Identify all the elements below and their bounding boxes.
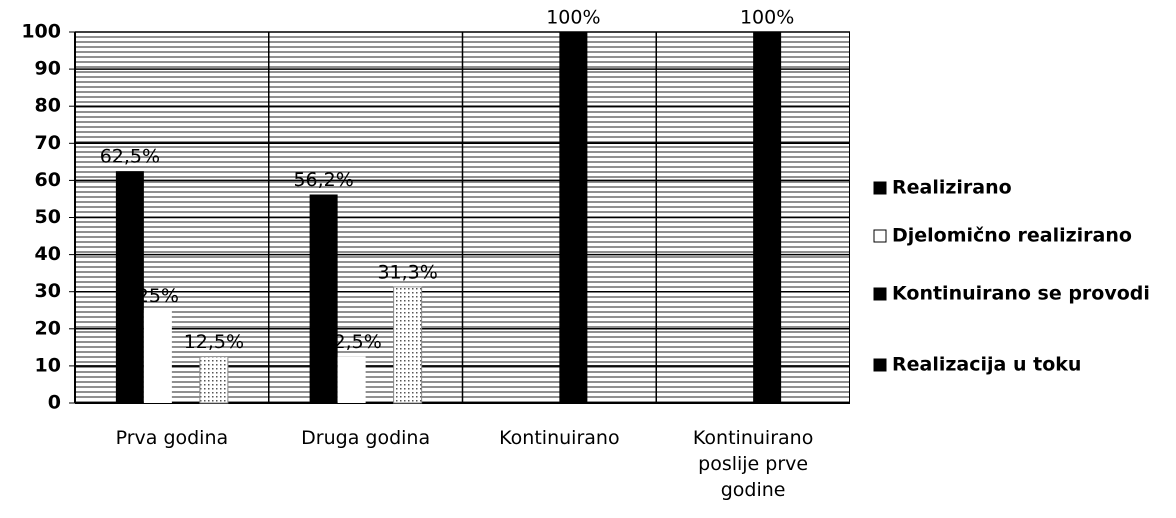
data-label: 56,2% — [293, 169, 353, 191]
y-tick-label: 100 — [21, 21, 61, 43]
bar — [559, 32, 588, 403]
y-tick-label: 70 — [35, 132, 61, 154]
legend-label: Realizirano — [892, 177, 1012, 199]
data-label: 31,3% — [377, 261, 437, 283]
y-tick-label: 50 — [35, 206, 61, 228]
data-label: 12,5% — [184, 331, 244, 353]
y-tick-label: 0 — [48, 392, 61, 414]
legend-label: Kontinuirano se provodi — [892, 283, 1150, 305]
x-tick-label: Prva godina — [115, 427, 229, 449]
legend-swatch — [873, 358, 887, 372]
bar — [753, 32, 782, 403]
y-tick-label: 90 — [35, 58, 61, 80]
x-tick-label: Kontinuirano poslije prve godine — [692, 427, 814, 501]
y-tick-label: 60 — [35, 169, 61, 191]
data-label: 25% — [137, 285, 179, 307]
bar — [143, 310, 172, 403]
bar — [393, 286, 423, 404]
data-label: 100% — [546, 7, 600, 29]
legend-swatch — [873, 287, 887, 301]
bar — [199, 356, 229, 404]
legend-label: Realizacija u toku — [892, 354, 1081, 376]
data-label: 62,5% — [100, 146, 160, 168]
y-tick-label: 10 — [35, 354, 61, 376]
y-tick-label: 20 — [35, 317, 61, 339]
legend-label: Djelomično realizirano — [892, 225, 1132, 247]
data-label: 12,5% — [321, 331, 381, 353]
bar — [337, 356, 366, 403]
y-tick-label: 30 — [35, 280, 61, 302]
data-label: 100% — [740, 7, 794, 29]
y-tick-label: 40 — [35, 243, 61, 265]
x-tick-label: Druga godina — [301, 427, 431, 449]
y-tick-label: 80 — [35, 95, 61, 117]
plot-border — [849, 32, 850, 403]
legend-swatch — [873, 229, 887, 243]
bar — [115, 171, 144, 403]
bar — [309, 194, 338, 403]
x-tick-label: Kontinuirano — [499, 427, 620, 449]
legend-swatch — [873, 181, 887, 195]
